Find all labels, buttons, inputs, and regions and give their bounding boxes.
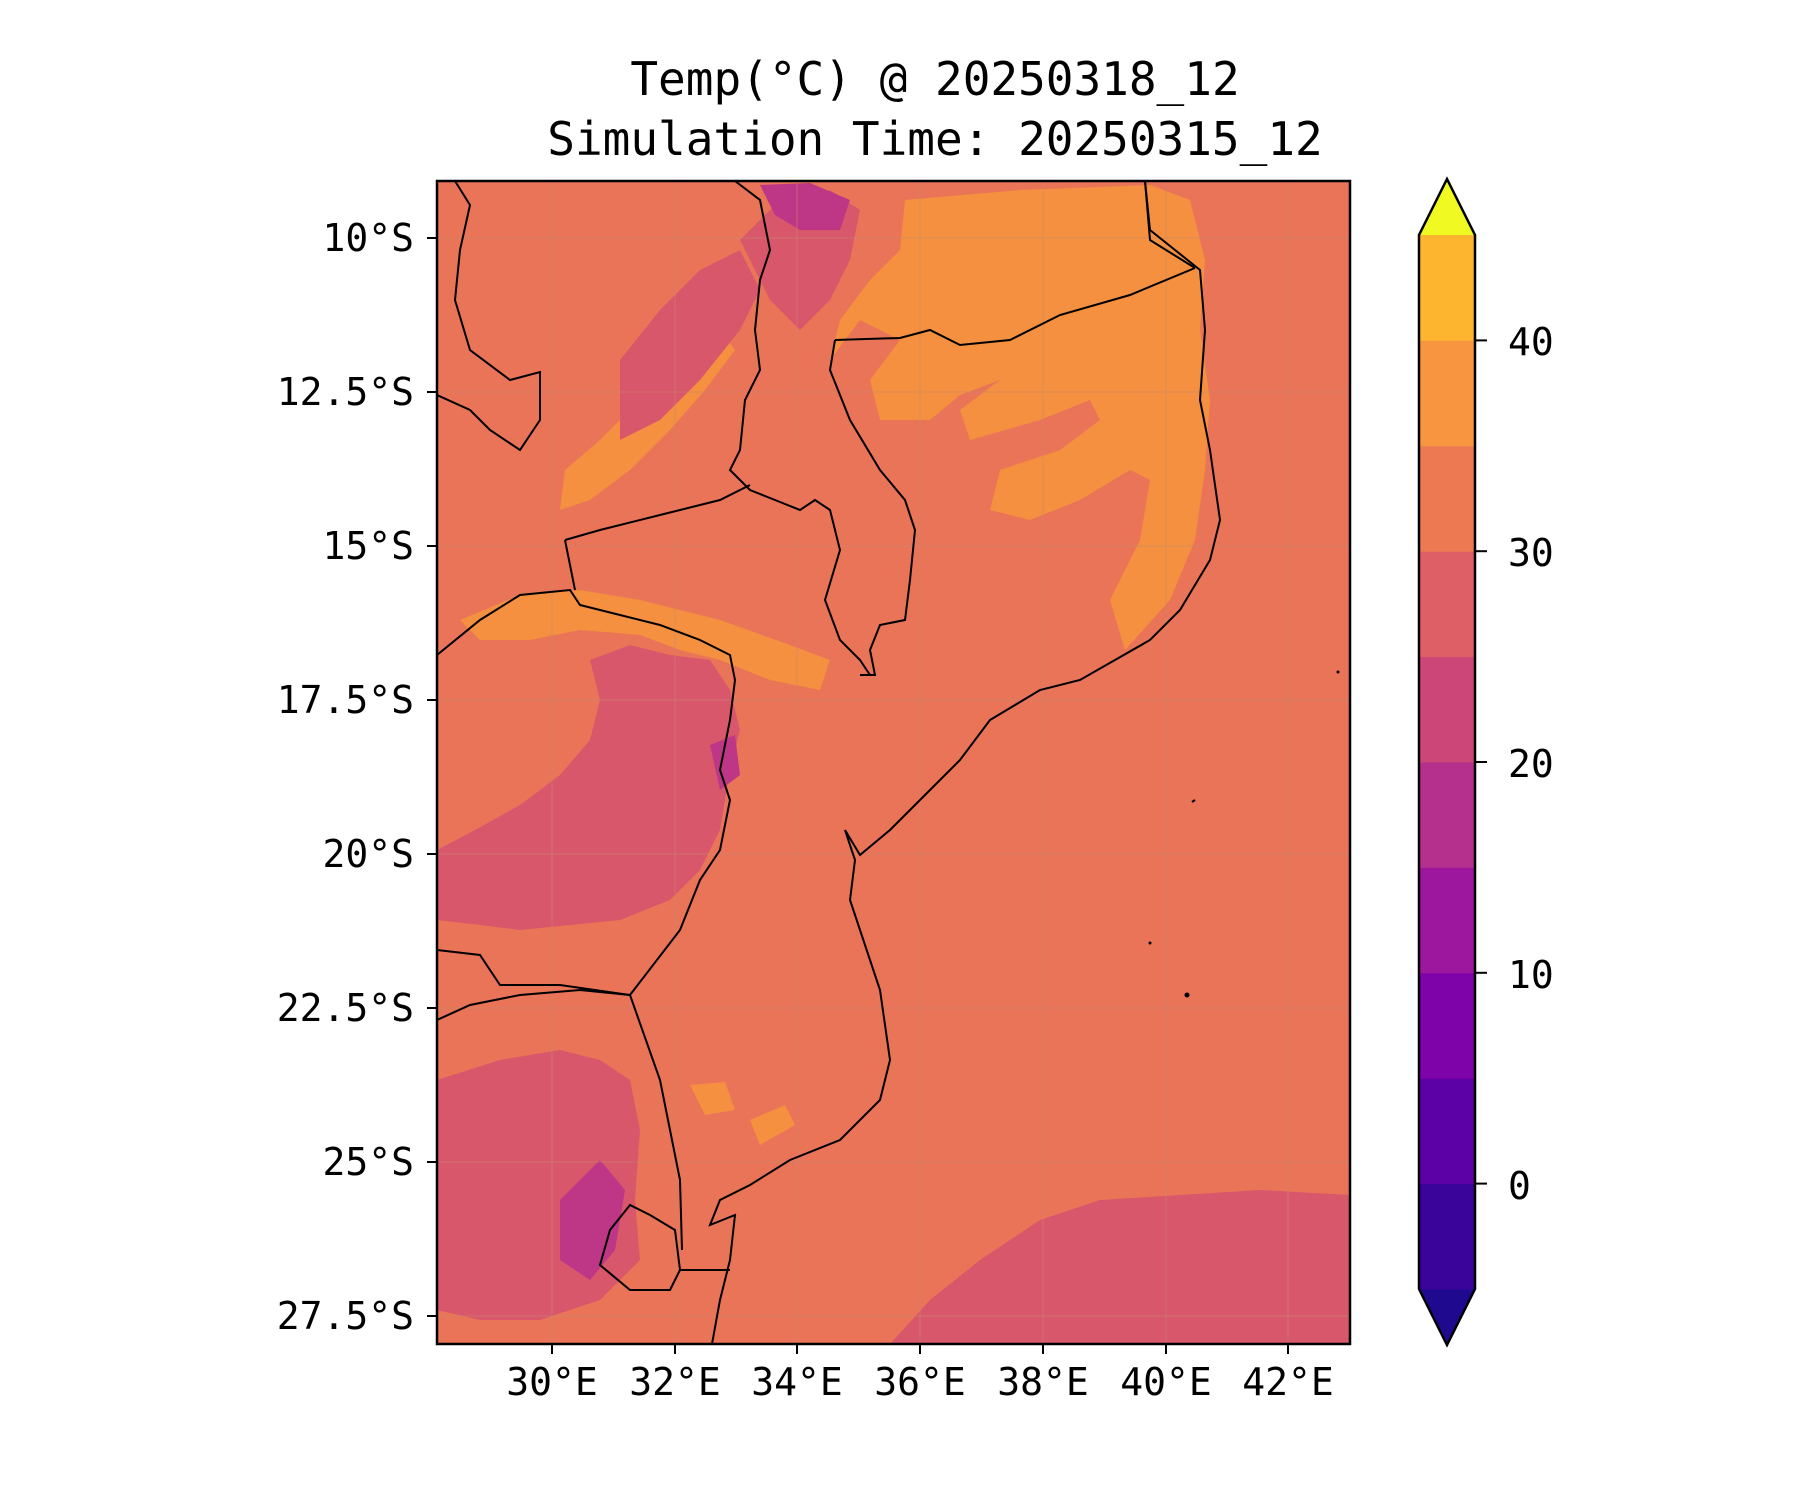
lat-label-12-5s: 12.5°S xyxy=(276,370,414,414)
axis-ticks xyxy=(427,237,1289,1354)
lon-label-40e: 40°E xyxy=(1120,1360,1212,1404)
map-frame xyxy=(435,179,1352,1346)
temp-region-15-20-north xyxy=(760,183,850,230)
colorbar-label-20: 20 xyxy=(1508,742,1554,786)
lon-label-38e: 38°E xyxy=(997,1360,1089,1404)
lat-label-25s: 25°S xyxy=(322,1140,414,1184)
lon-label-32e: 32°E xyxy=(629,1360,721,1404)
lat-label-27-5s: 27.5°S xyxy=(276,1294,414,1338)
border-malawi-west xyxy=(728,181,871,676)
island-dot xyxy=(1336,670,1340,674)
island-dot xyxy=(1184,992,1190,998)
lat-label-22-5s: 22.5°S xyxy=(276,986,414,1030)
gridlines xyxy=(437,181,1350,1344)
border-malawi-east xyxy=(828,339,917,676)
colorbar-segment xyxy=(1419,762,1475,868)
colorbar-label-40: 40 xyxy=(1508,320,1554,364)
colorbar-extend-high xyxy=(1419,179,1475,235)
colorbar-segment xyxy=(1419,1183,1475,1290)
temp-region-15-20-south xyxy=(560,1160,625,1280)
lon-label-34e: 34°E xyxy=(751,1360,843,1404)
colorbar-segment xyxy=(1419,235,1475,341)
map-title-line-1: Temp(°C) @ 20250318_12 xyxy=(630,52,1240,106)
temp-region-20-25-zimbabwe xyxy=(437,645,740,930)
lat-label-10s: 10°S xyxy=(322,216,414,260)
lon-label-42e: 42°E xyxy=(1242,1360,1334,1404)
colorbar-label-30: 30 xyxy=(1508,531,1554,575)
colorbar-outline xyxy=(1417,176,1477,1348)
lat-label-20s: 20°S xyxy=(322,832,414,876)
colorbar-segment xyxy=(1419,867,1475,974)
colorbar-label-10: 10 xyxy=(1508,953,1554,997)
map-title-line-2: Simulation Time: 20250315_12 xyxy=(547,112,1323,166)
lat-label-17-5s: 17.5°S xyxy=(276,678,414,722)
temp-region-15-20-east xyxy=(710,735,740,790)
border-zambia-mozambique xyxy=(564,484,751,541)
colorbar-segment xyxy=(1419,1078,1475,1185)
colorbar-segment xyxy=(1419,340,1475,447)
coastline-east-africa xyxy=(708,181,1222,1344)
colorbar-ticks xyxy=(1475,339,1487,1185)
lon-label-36e: 36°E xyxy=(874,1360,966,1404)
borders xyxy=(437,181,1222,1344)
colorbar-segment xyxy=(1419,656,1475,763)
border-zambia-north xyxy=(437,181,541,452)
border-eswatini xyxy=(598,1203,682,1291)
lat-label-15s: 15°S xyxy=(322,524,414,568)
border-zimbabwe-north xyxy=(437,588,737,996)
islands xyxy=(1148,670,1340,998)
colorbar-label-0: 0 xyxy=(1508,1164,1531,1208)
colorbar xyxy=(1417,176,1477,1348)
colorbar-segment xyxy=(1419,445,1475,552)
border-tanzania-mozambique xyxy=(834,267,1196,347)
border-lake-malawi-small-island xyxy=(1191,799,1196,803)
colorbar-extend-low xyxy=(1419,1289,1475,1345)
colorbar-segment xyxy=(1419,551,1475,658)
temp-region-20-25-southeast-ocean xyxy=(890,1190,1350,1344)
island-dot xyxy=(1148,941,1152,945)
border-zambia-zimbabwe-link xyxy=(564,539,576,591)
border-tanzania-malawi xyxy=(1144,181,1196,269)
lon-label-30e: 30°E xyxy=(506,1360,598,1404)
temp-region-30-35-northeast xyxy=(830,185,1210,650)
colorbar-segment xyxy=(1419,972,1475,1079)
temperature-field xyxy=(437,181,1350,1344)
temp-region-30-35-patch xyxy=(690,1082,735,1115)
border-botswana-south xyxy=(437,988,631,1021)
temp-region-30-35-patch2 xyxy=(750,1105,795,1145)
